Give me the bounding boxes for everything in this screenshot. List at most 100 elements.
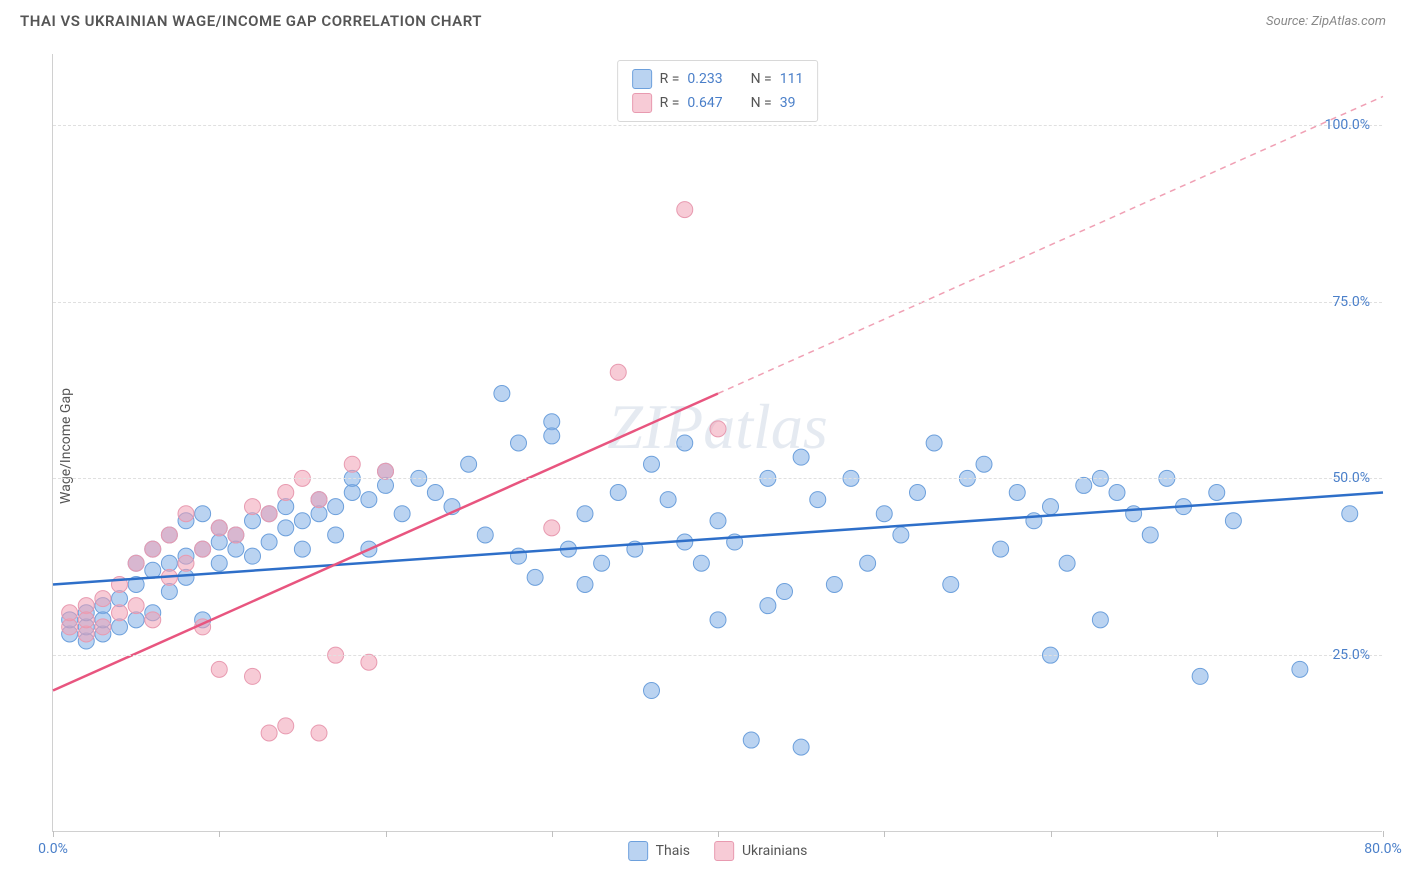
scatter-point — [161, 555, 177, 571]
scatter-point — [544, 428, 560, 444]
scatter-point — [245, 668, 261, 684]
y-tick-label: 25.0% — [1332, 647, 1370, 663]
scatter-point — [710, 612, 726, 628]
scatter-point — [228, 541, 244, 557]
x-tick — [53, 831, 54, 837]
scatter-point — [228, 527, 244, 543]
x-tick — [219, 831, 220, 837]
scatter-point — [112, 591, 128, 607]
x-tick — [1051, 831, 1052, 837]
x-tick — [552, 831, 553, 837]
legend-n-label: N = — [751, 71, 772, 87]
scatter-point — [544, 520, 560, 536]
scatter-point — [793, 449, 809, 465]
scatter-point — [261, 506, 277, 522]
chart-plot-area: ZIPatlas R = 0.233 N = 111 R = 0.647 N =… — [52, 54, 1382, 832]
scatter-point — [610, 364, 626, 380]
scatter-point — [261, 725, 277, 741]
scatter-point — [760, 598, 776, 614]
scatter-point — [195, 506, 211, 522]
scatter-point — [245, 513, 261, 529]
scatter-point — [1225, 513, 1241, 529]
scatter-point — [810, 492, 826, 508]
scatter-point — [1209, 485, 1225, 501]
scatter-point — [1092, 612, 1108, 628]
scatter-point — [178, 555, 194, 571]
chart-source: Source: ZipAtlas.com — [1266, 14, 1386, 29]
scatter-point — [1043, 499, 1059, 515]
y-tick-label: 50.0% — [1332, 470, 1370, 486]
scatter-point — [294, 541, 310, 557]
legend-series-label: Thais — [656, 843, 690, 859]
x-tick — [718, 831, 719, 837]
scatter-point — [145, 562, 161, 578]
scatter-point — [793, 739, 809, 755]
x-tick — [386, 831, 387, 837]
scatter-point — [594, 555, 610, 571]
legend-n-value: 111 — [780, 71, 804, 87]
scatter-point — [278, 718, 294, 734]
scatter-point — [577, 506, 593, 522]
scatter-point — [860, 555, 876, 571]
legend-swatch — [714, 841, 734, 861]
x-tick — [1383, 831, 1384, 837]
trendline — [718, 96, 1383, 393]
scatter-point — [394, 506, 410, 522]
legend-r-value: 0.647 — [687, 95, 722, 111]
scatter-point — [178, 506, 194, 522]
legend-swatch — [632, 69, 652, 89]
scatter-point — [161, 584, 177, 600]
scatter-point — [62, 619, 78, 635]
scatter-point — [677, 202, 693, 218]
scatter-point — [743, 732, 759, 748]
scatter-point — [378, 477, 394, 493]
legend-swatch — [628, 841, 648, 861]
scatter-point — [245, 499, 261, 515]
scatter-point — [112, 619, 128, 635]
legend-top: R = 0.233 N = 111 R = 0.647 N = 39 — [617, 60, 819, 122]
scatter-point — [211, 555, 227, 571]
scatter-point — [328, 499, 344, 515]
scatter-point — [511, 435, 527, 451]
scatter-point — [544, 414, 560, 430]
x-tick — [884, 831, 885, 837]
x-tick — [1217, 831, 1218, 837]
chart-title: THAI VS UKRAINIAN WAGE/INCOME GAP CORREL… — [20, 12, 482, 30]
scatter-point — [344, 485, 360, 501]
scatter-point — [644, 683, 660, 699]
scatter-point — [95, 619, 111, 635]
scatter-point — [876, 506, 892, 522]
scatter-point — [211, 520, 227, 536]
scatter-point — [128, 598, 144, 614]
gridline — [53, 302, 1382, 303]
scatter-point — [1192, 668, 1208, 684]
legend-r-value: 0.233 — [687, 71, 722, 87]
gridline — [53, 655, 1382, 656]
scatter-point — [78, 598, 94, 614]
scatter-point — [294, 513, 310, 529]
scatter-point — [677, 435, 693, 451]
scatter-point — [993, 541, 1009, 557]
scatter-point — [644, 456, 660, 472]
scatter-point — [461, 456, 477, 472]
scatter-point — [261, 534, 277, 550]
y-tick-label: 100.0% — [1325, 117, 1370, 133]
scatter-point — [577, 576, 593, 592]
legend-bottom-item: Ukrainians — [714, 841, 807, 861]
scatter-point — [893, 527, 909, 543]
scatter-point — [1292, 661, 1308, 677]
scatter-point — [777, 584, 793, 600]
scatter-point — [278, 485, 294, 501]
scatter-point — [1076, 477, 1092, 493]
scatter-point — [826, 576, 842, 592]
scatter-point — [610, 485, 626, 501]
legend-bottom: Thais Ukrainians — [628, 841, 808, 861]
legend-top-row: R = 0.647 N = 39 — [632, 91, 804, 115]
scatter-point — [311, 725, 327, 741]
gridline — [53, 125, 1382, 126]
scatter-point — [378, 463, 394, 479]
scatter-point — [211, 534, 227, 550]
scatter-point — [62, 605, 78, 621]
scatter-point — [95, 591, 111, 607]
legend-swatch — [632, 93, 652, 113]
